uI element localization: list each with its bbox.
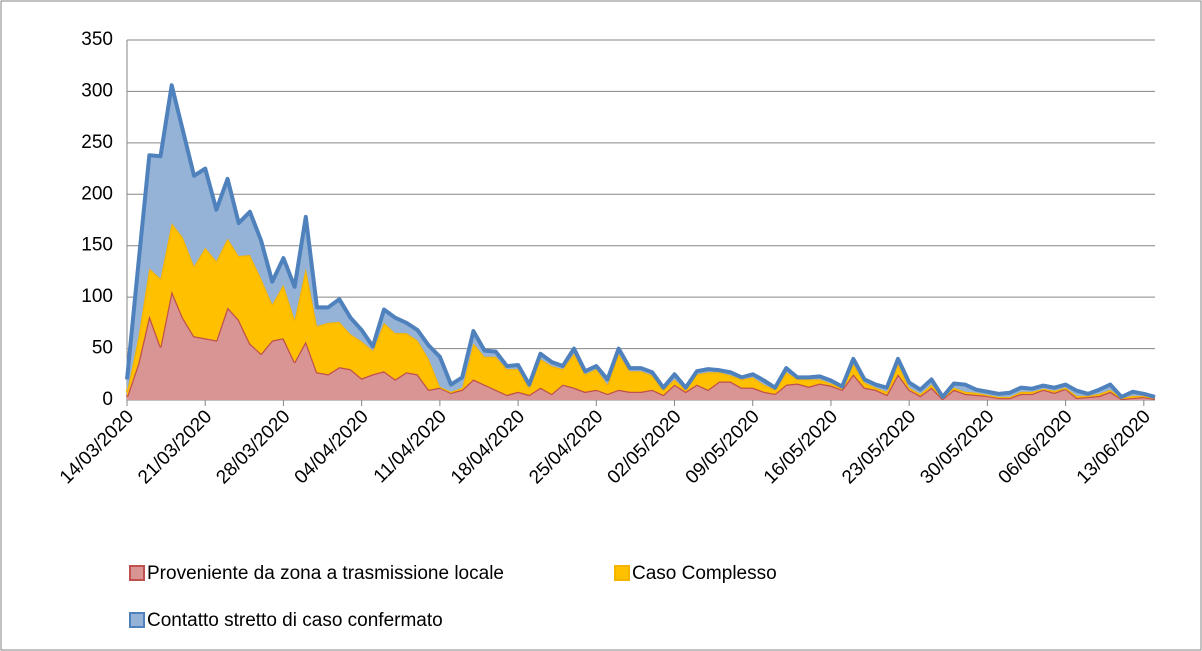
y-tick-label: 150 <box>81 235 113 256</box>
area <box>127 85 1155 398</box>
y-tick-label: 350 <box>81 29 113 50</box>
legend: Proveniente da zona a trasmissione local… <box>129 563 777 631</box>
areas <box>125 83 1156 401</box>
legend-swatch <box>129 565 145 581</box>
y-tick-label: 300 <box>81 80 113 101</box>
legend-label: Proveniente da zona a trasmissione local… <box>147 563 504 584</box>
y-tick-label: 200 <box>81 183 113 204</box>
area-line <box>125 83 1156 399</box>
y-tick-label: 100 <box>81 286 113 307</box>
y-tick-label: 0 <box>102 389 113 410</box>
legend-label: Caso Complesso <box>632 563 777 584</box>
y-tick-label: 250 <box>81 132 113 153</box>
legend-swatch <box>129 612 145 628</box>
legend-label: Contatto stretto di caso confermato <box>147 610 443 631</box>
y-tick-label: 50 <box>92 338 113 359</box>
area <box>127 223 1155 399</box>
legend-swatch <box>614 565 630 581</box>
